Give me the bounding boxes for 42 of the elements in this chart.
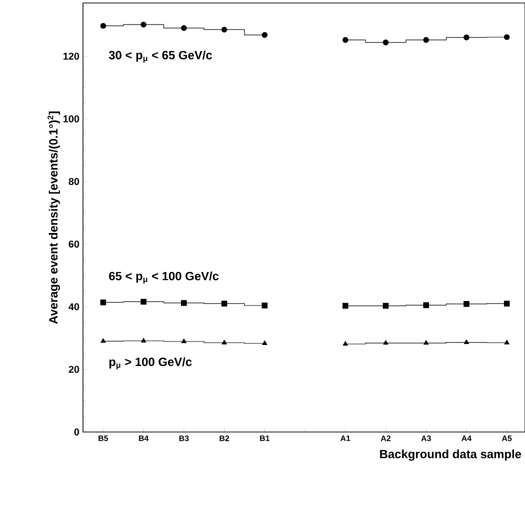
point — [464, 301, 470, 307]
y-tick-label: 0 — [74, 428, 80, 436]
point — [181, 338, 186, 344]
point — [504, 340, 510, 344]
point — [342, 37, 348, 43]
point — [382, 302, 389, 309]
x-axis-title: Background data sample — [380, 450, 522, 461]
point — [464, 34, 470, 40]
point — [423, 37, 429, 43]
series-label: 65 < p$_{μ}$ < 100 GeV/c — [109, 272, 219, 284]
point — [141, 338, 146, 342]
point — [423, 302, 429, 308]
y-tick-label: 120 — [63, 52, 80, 60]
point — [140, 298, 146, 305]
point — [504, 300, 510, 306]
point — [504, 34, 510, 40]
point — [181, 25, 187, 31]
point — [221, 300, 228, 306]
point — [140, 22, 146, 28]
point — [262, 302, 268, 308]
series-label: 30 < p$_{μ}$ < 65 GeV/c — [108, 50, 212, 63]
point — [383, 340, 388, 345]
point — [181, 300, 187, 306]
point — [100, 338, 106, 343]
point — [222, 340, 227, 344]
point — [342, 302, 348, 309]
point — [342, 341, 348, 346]
point — [100, 299, 106, 306]
y-tick-label: 40 — [68, 303, 80, 310]
y-axis-title: Average event density [events/(0.1°)$^{2}$] — [48, 112, 60, 324]
point — [424, 340, 429, 345]
point — [262, 340, 268, 345]
y-tick-label: 80 — [68, 178, 80, 186]
y-tick-label: 20 — [68, 366, 80, 373]
series-label: p$_{μ}$ > 100 GeV/c — [109, 357, 192, 370]
y-tick-label: 100 — [63, 115, 80, 122]
point — [262, 32, 268, 38]
point — [100, 22, 106, 29]
y-tick-label: 60 — [68, 240, 80, 248]
point — [382, 40, 389, 46]
point — [464, 340, 470, 344]
point — [221, 26, 228, 33]
